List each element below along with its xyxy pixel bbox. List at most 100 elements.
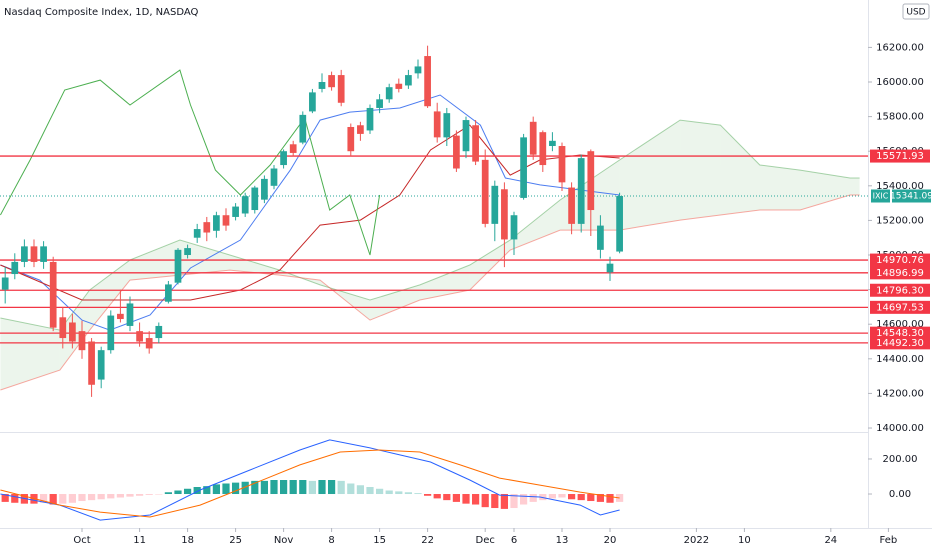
histogram-bar — [212, 484, 220, 495]
x-tick-label: 15 — [373, 535, 386, 546]
histogram-bar — [241, 481, 249, 495]
histogram-bar — [529, 494, 537, 502]
candle-body — [481, 159, 489, 224]
cloud-span-line — [0, 119, 860, 331]
histogram-bar — [231, 482, 240, 495]
y-tick-label: 14600.00 — [876, 319, 924, 330]
x-tick-label: 11 — [133, 535, 146, 546]
cloud-segment — [850, 178, 860, 195]
histogram-bar — [423, 494, 432, 496]
candle-body — [49, 261, 57, 328]
candle-body — [587, 151, 595, 211]
histogram-bar — [318, 480, 326, 495]
cloud-segment — [720, 125, 760, 215]
candle-body — [107, 315, 115, 351]
histogram-bar — [193, 487, 201, 495]
x-tick-label: 8 — [328, 535, 334, 546]
candle-body — [568, 187, 575, 224]
candle-body — [491, 185, 499, 224]
level-label: 14796.30 — [876, 285, 924, 296]
histogram-bar — [472, 494, 480, 505]
currency-badge[interactable] — [902, 3, 930, 20]
level-label: 14970.76 — [876, 255, 924, 266]
histogram-bar — [135, 494, 144, 496]
histogram-bar — [587, 494, 595, 502]
histogram-bar — [97, 494, 105, 500]
histogram-bar — [414, 493, 422, 495]
histogram-bar — [510, 494, 518, 509]
histogram-bar — [299, 480, 307, 495]
candle-body — [462, 120, 470, 152]
level-label-bg — [870, 253, 930, 267]
candle-body — [97, 350, 105, 380]
y-tick-label: 200.00 — [883, 454, 918, 465]
level-label: 14548.30 — [876, 328, 924, 339]
candle-body — [155, 325, 163, 339]
histogram-bar — [155, 494, 163, 495]
histogram-bar — [606, 494, 614, 503]
level-label: 15571.93 — [876, 151, 924, 162]
histogram-bar — [107, 494, 115, 499]
histogram-bar — [443, 494, 451, 501]
y-tick-label: 15200.00 — [876, 215, 924, 226]
candle-body — [606, 263, 614, 273]
histogram-bar — [126, 494, 134, 497]
candles-layer — [1, 45, 623, 397]
candle-body — [366, 107, 374, 131]
histogram-bar — [327, 480, 336, 495]
histogram-bar — [116, 494, 124, 498]
y-tick-label: 16200.00 — [876, 42, 924, 53]
last-price-label-bg — [892, 189, 931, 203]
candle-body — [69, 322, 76, 342]
x-tick-label: Oct — [73, 535, 90, 546]
x-tick-label: 2022 — [684, 535, 709, 546]
candle-body — [251, 187, 259, 211]
y-tick-label: 14000.00 — [876, 423, 924, 434]
candle-body — [289, 144, 297, 153]
candle-body — [280, 151, 287, 166]
histogram-bar — [452, 494, 460, 502]
y-tick-label: 14200.00 — [876, 388, 924, 399]
histogram-bar — [39, 494, 48, 503]
candle-body — [261, 178, 268, 200]
histogram-bar — [203, 486, 211, 495]
candle-body — [165, 284, 172, 302]
candle-body — [213, 215, 220, 231]
candle-body — [616, 196, 623, 252]
histogram-bar — [222, 483, 230, 495]
cloud-segment — [0, 318, 60, 390]
cloud-segment — [89, 260, 130, 331]
histogram-bar — [500, 494, 509, 509]
level-label-bg — [870, 300, 930, 314]
level-label-bg — [870, 283, 930, 297]
symbol-label: IXIC — [873, 192, 889, 201]
histogram-bar — [49, 494, 57, 505]
candle-body — [549, 140, 556, 147]
histogram-bar — [347, 483, 355, 495]
candle-body — [145, 338, 153, 349]
histogram-bar — [279, 480, 288, 495]
candle-body — [385, 87, 393, 100]
histogram-bar — [462, 494, 470, 504]
cloud-segment — [510, 200, 561, 250]
y-tick-label: 15800.00 — [876, 112, 924, 123]
x-tick-label: 18 — [181, 535, 194, 546]
histogram-bar — [375, 488, 384, 495]
macd-line — [0, 439, 620, 521]
candle-body — [328, 75, 335, 88]
candle-body — [78, 331, 86, 351]
candle-body — [357, 125, 364, 134]
candle-body — [136, 331, 143, 342]
histogram-bar — [1, 494, 9, 502]
histogram-bar — [337, 480, 345, 495]
candle-body — [11, 261, 19, 275]
y-tick-label: 15400.00 — [876, 181, 924, 192]
candle-body — [443, 113, 451, 138]
candle-body — [184, 248, 191, 256]
histogram-bar — [596, 494, 605, 502]
histogram-bar — [356, 485, 364, 495]
candle-body — [203, 222, 211, 233]
x-tick-label: Nov — [274, 535, 294, 546]
